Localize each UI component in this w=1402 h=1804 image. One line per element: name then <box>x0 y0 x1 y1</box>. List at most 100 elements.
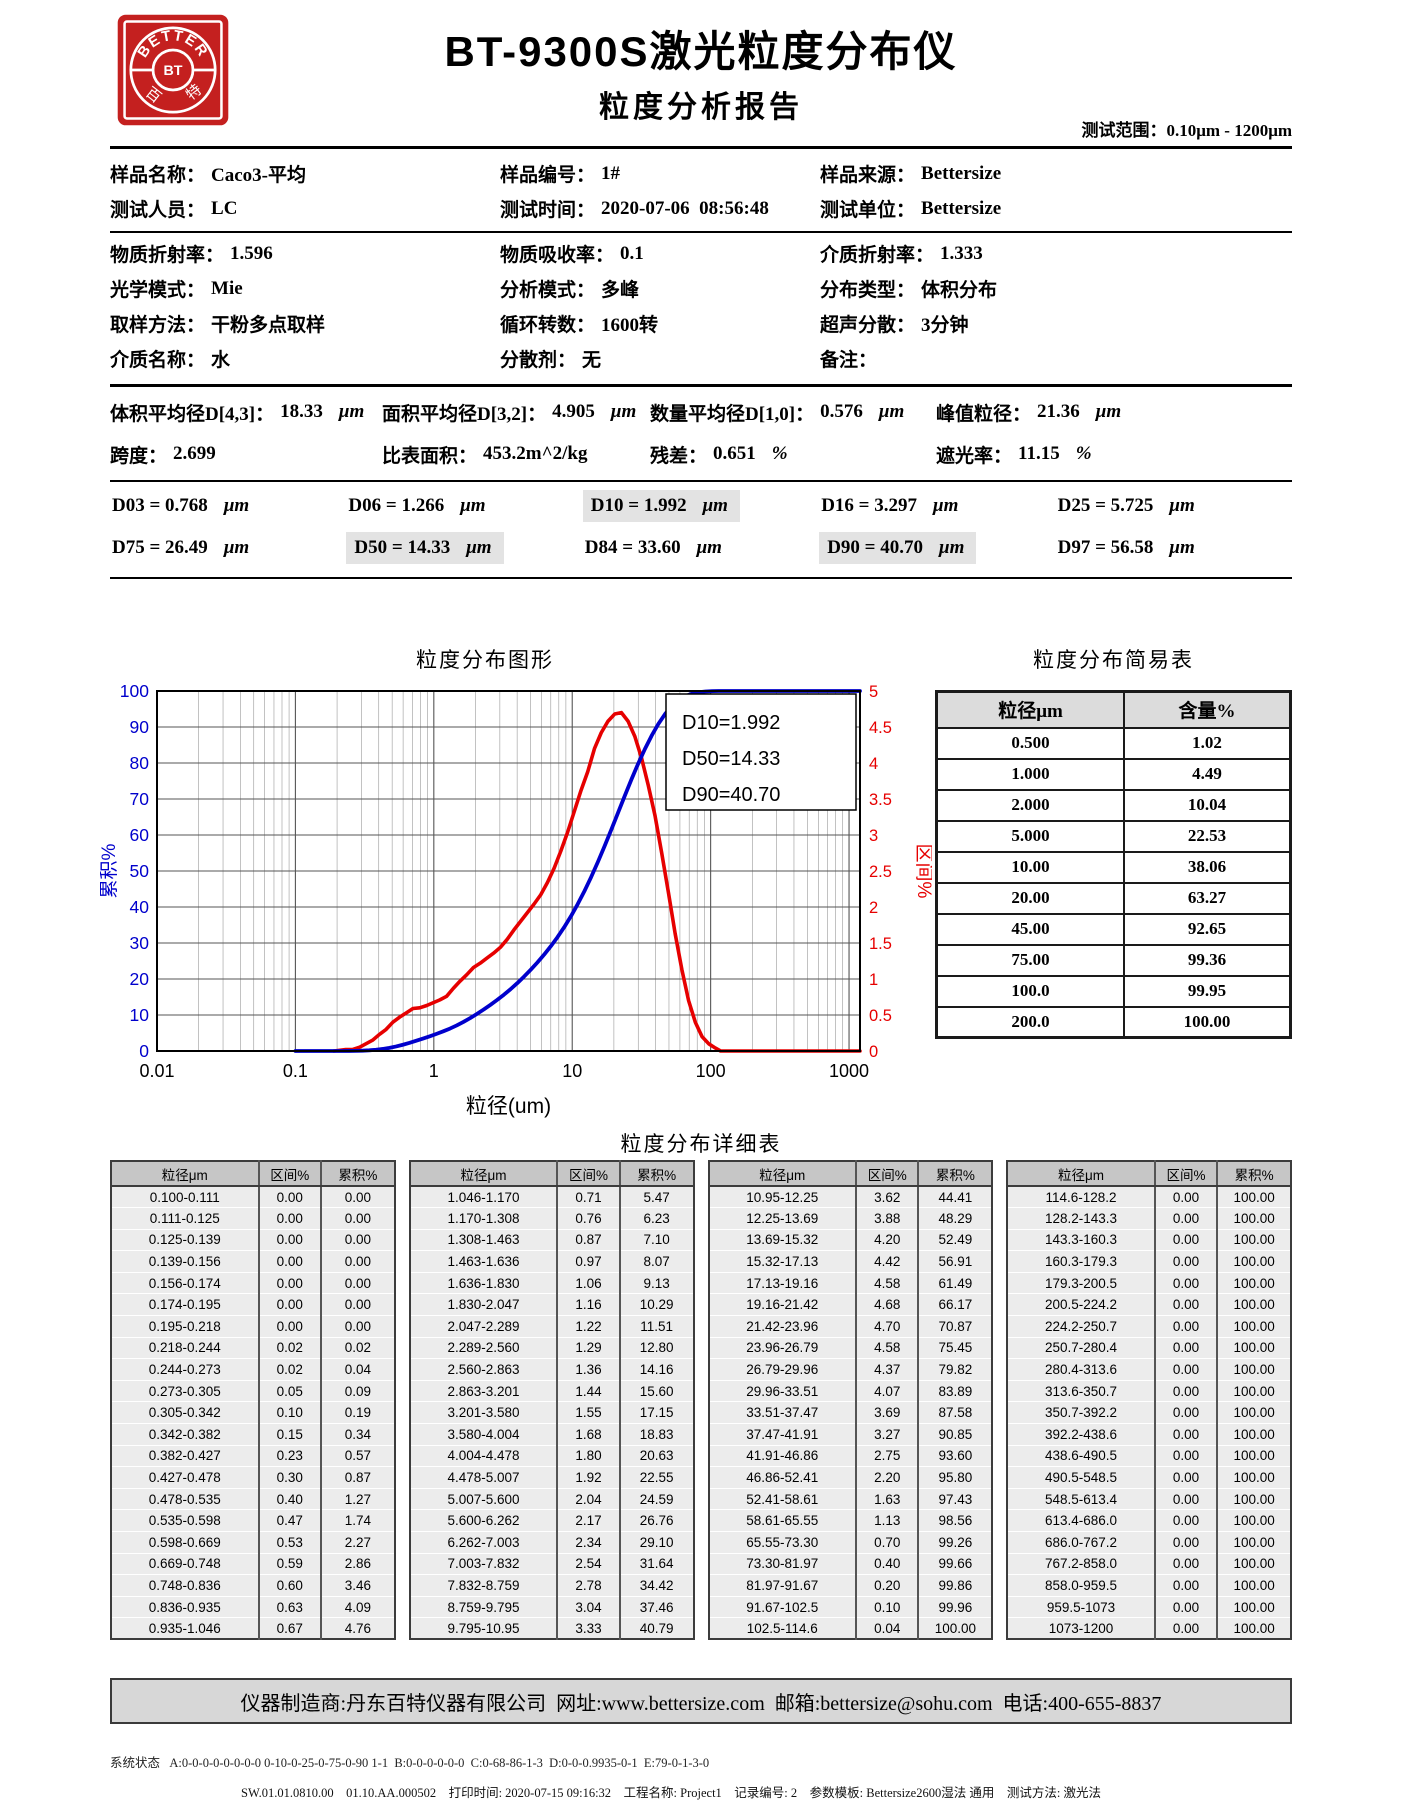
detail-table-header: 累积% <box>1216 1160 1292 1187</box>
d-value-cell: D16 = 3.297 μm <box>819 485 1055 527</box>
divider <box>110 577 1292 579</box>
simple-table-cell: 0.500 <box>935 726 1126 760</box>
detail-table-cell: 0.47 <box>257 1509 321 1532</box>
detail-table-cell: 959.5-1073 <box>1007 1595 1155 1618</box>
field-label: 样品名称： <box>110 165 206 186</box>
d-value-cell: D97 = 56.58 μm <box>1056 527 1292 569</box>
d-value-cell: D03 = 0.768 μm <box>110 485 346 527</box>
detail-table-row: 3.580-4.004 1.68 18.83 <box>409 1423 694 1446</box>
right-axis-tick: 1 <box>869 971 878 989</box>
detail-table-cell: 2.27 <box>319 1531 395 1554</box>
simple-table-row: 20.00 63.27 <box>935 881 1292 915</box>
detail-table-cell: 6.262-7.003 <box>409 1531 558 1554</box>
d-value: D84 = 33.60 μm <box>583 532 734 564</box>
result-label: 比表面积： <box>382 445 478 467</box>
detail-table-cell: 2.289-2.560 <box>409 1336 558 1359</box>
result-unit: μm <box>1095 401 1122 422</box>
simple-table-cell: 5.000 <box>935 819 1126 853</box>
detail-table-cell: 4.76 <box>319 1617 395 1640</box>
system-status-line: 系统状态 A:0-0-0-0-0-0-0-0 0-10-0-25-0-75-0-… <box>110 1756 710 1770</box>
right-axis-tick: 4 <box>869 755 878 773</box>
detail-table-cell: 3.201-3.580 <box>409 1401 558 1424</box>
detail-table-cell: 8.07 <box>618 1250 694 1273</box>
x-axis-tick: 1 <box>429 1061 439 1081</box>
detail-table-cell: 100.00 <box>1216 1185 1291 1208</box>
simple-table-header: 粒径μm <box>935 690 1126 729</box>
detail-table-cell: 0.00 <box>1153 1423 1218 1446</box>
field-value: 2020-07-06 08:56:48 <box>601 197 769 219</box>
detail-table-cell: 0.100-0.111 <box>111 1185 259 1208</box>
field-value: 无 <box>582 350 602 371</box>
detail-table-cell: 90.85 <box>917 1423 993 1446</box>
detail-table-cell: 12.25-13.69 <box>708 1207 857 1230</box>
detail-table-cell: 4.58 <box>855 1336 919 1359</box>
detail-table-row: 9.795-10.95 3.33 40.79 <box>409 1617 694 1640</box>
d-value-cell: D90 = 40.70 μm <box>819 527 1055 569</box>
d-value-text: D84 = 33.60 <box>584 537 681 558</box>
simple-table-cell: 45.00 <box>935 912 1126 946</box>
report-subtitle: 粒度分析报告 <box>599 91 803 124</box>
detail-table-cell: 143.3-160.3 <box>1007 1228 1155 1251</box>
detail-table-cell: 0.00 <box>1153 1401 1218 1424</box>
info-field: 样品编号： 1# <box>500 156 820 191</box>
detail-table-cell: 0.00 <box>319 1207 395 1230</box>
detail-table-cell: 0.63 <box>257 1595 321 1618</box>
detail-table-row: 0.427-0.478 0.30 0.87 <box>111 1466 395 1489</box>
detail-table-cell: 100.00 <box>917 1617 993 1640</box>
detail-table-cell: 17.13-19.16 <box>708 1271 857 1294</box>
detail-table-cell: 0.57 <box>319 1444 395 1467</box>
detail-table-cell: 48.29 <box>917 1207 993 1230</box>
simple-table-row: 45.00 92.65 <box>935 912 1292 946</box>
d-value-text: D25 = 5.725 <box>1057 495 1154 516</box>
right-axis-tick: 0 <box>869 1043 878 1061</box>
detail-table-cell: 15.32-17.13 <box>708 1250 857 1273</box>
info-field: 取样方法： 干粉多点取样 <box>110 306 500 341</box>
detail-table-cell: 0.97 <box>556 1250 620 1273</box>
detail-table-cell: 73.30-81.97 <box>708 1552 857 1575</box>
detail-table-header: 粒径μm <box>110 1160 260 1187</box>
detail-table-row: 10.95-12.25 3.62 44.41 <box>708 1185 993 1208</box>
detail-table-row: 7.832-8.759 2.78 34.42 <box>409 1574 694 1597</box>
detail-table-row: 5.600-6.262 2.17 26.76 <box>409 1509 694 1532</box>
detail-table-row: 160.3-179.3 0.00 100.00 <box>1007 1250 1291 1273</box>
detail-table-cell: 0.02 <box>319 1336 395 1359</box>
d-value-unit: μm <box>1169 495 1195 516</box>
detail-table-header: 区间% <box>257 1160 322 1187</box>
detail-table-row: 0.382-0.427 0.23 0.57 <box>111 1444 395 1467</box>
x-axis-label: 粒径(um) <box>466 1095 551 1118</box>
d-value-text: D75 = 26.49 <box>112 537 208 558</box>
simple-table-row: 10.00 38.06 <box>935 850 1292 884</box>
detail-table-cell: 250.7-280.4 <box>1007 1336 1155 1359</box>
detail-table-row: 73.30-81.97 0.40 99.66 <box>708 1552 993 1575</box>
info-field: 备注： <box>820 341 1292 376</box>
detail-table-cell: 99.96 <box>917 1595 993 1618</box>
detail-table-row: 280.4-313.6 0.00 100.00 <box>1007 1358 1291 1381</box>
detail-table-cell: 61.49 <box>917 1271 993 1294</box>
detail-table-row: 250.7-280.4 0.00 100.00 <box>1007 1336 1291 1359</box>
right-axis-tick: 3.5 <box>869 791 892 809</box>
detail-table-header: 区间% <box>556 1160 621 1187</box>
field-value: LC <box>211 197 238 219</box>
detail-table-cell: 21.42-23.96 <box>708 1315 857 1338</box>
detail-table-cell: 4.37 <box>855 1358 919 1381</box>
detail-table-cell: 0.00 <box>1153 1250 1218 1273</box>
detail-table-cell: 1.44 <box>556 1379 620 1402</box>
detail-table-cell: 4.004-4.478 <box>409 1444 558 1467</box>
detail-table-cell: 0.60 <box>257 1574 321 1597</box>
left-axis-tick: 40 <box>130 897 150 917</box>
detail-table-group: 粒径μm 区间% 累积% 114.6-128.2 0.00 100.00 128.2-143… <box>1006 1160 1292 1641</box>
detail-table-cell: 81.97-91.67 <box>708 1574 857 1597</box>
test-range-label: 测试范围：0.10μm - 1200μm <box>1081 121 1292 140</box>
field-value: 多峰 <box>601 280 640 301</box>
detail-table-row: 1.046-1.170 0.71 5.47 <box>409 1185 694 1208</box>
detail-table-cell: 686.0-767.2 <box>1007 1531 1155 1554</box>
detail-table-cell: 37.47-41.91 <box>708 1423 857 1446</box>
detail-table-row: 114.6-128.2 0.00 100.00 <box>1007 1185 1291 1208</box>
detail-table-row: 0.100-0.111 0.00 0.00 <box>111 1185 395 1208</box>
simple-table-cell: 1.000 <box>935 757 1126 791</box>
field-value: 1# <box>601 162 621 184</box>
field-label: 取样方法： <box>110 315 206 336</box>
d-value-cell: D75 = 26.49 μm <box>110 527 346 569</box>
detail-table-row: 19.16-21.42 4.68 66.17 <box>708 1293 993 1316</box>
detail-table-cell: 490.5-548.5 <box>1007 1466 1155 1489</box>
